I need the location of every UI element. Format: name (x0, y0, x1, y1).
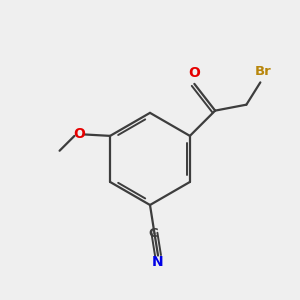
Text: N: N (151, 255, 163, 269)
Text: Br: Br (254, 65, 271, 78)
Text: O: O (73, 128, 85, 141)
Text: O: O (188, 66, 200, 80)
Text: C: C (149, 227, 158, 240)
